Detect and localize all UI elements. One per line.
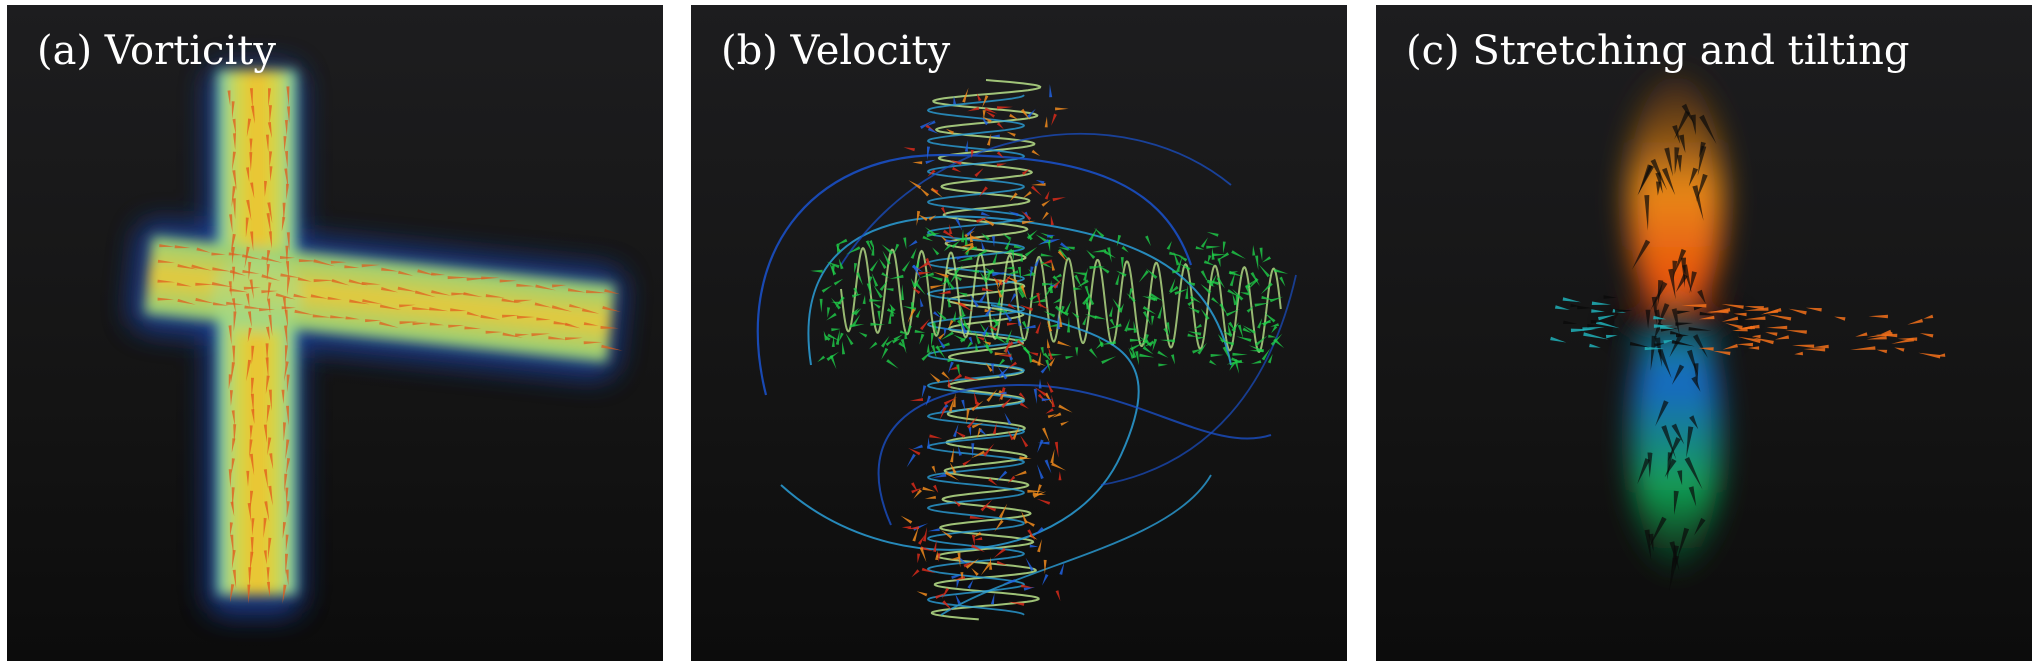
panel-title: (c) Stretching and tilting bbox=[1406, 28, 1910, 74]
panel-title: (a) Vorticity bbox=[37, 28, 276, 74]
stretching-tilting-image bbox=[1550, 75, 1946, 592]
stretching-blobs bbox=[1606, 75, 1746, 570]
stretching-tilting-panel: (c) Stretching and tilting bbox=[1376, 5, 2032, 661]
velocity-image bbox=[756, 79, 1297, 621]
velocity-arrows bbox=[810, 84, 1289, 611]
panel-title: (b) Velocity bbox=[721, 28, 951, 74]
velocity-streamlines bbox=[756, 79, 1297, 621]
vorticity-panel: (a) Vorticity bbox=[7, 5, 663, 661]
vorticity-arrows bbox=[157, 86, 623, 604]
velocity-panel: (b) Velocity bbox=[691, 5, 1347, 661]
vorticity-image bbox=[129, 65, 625, 615]
stretching-arrows bbox=[1550, 103, 1946, 592]
